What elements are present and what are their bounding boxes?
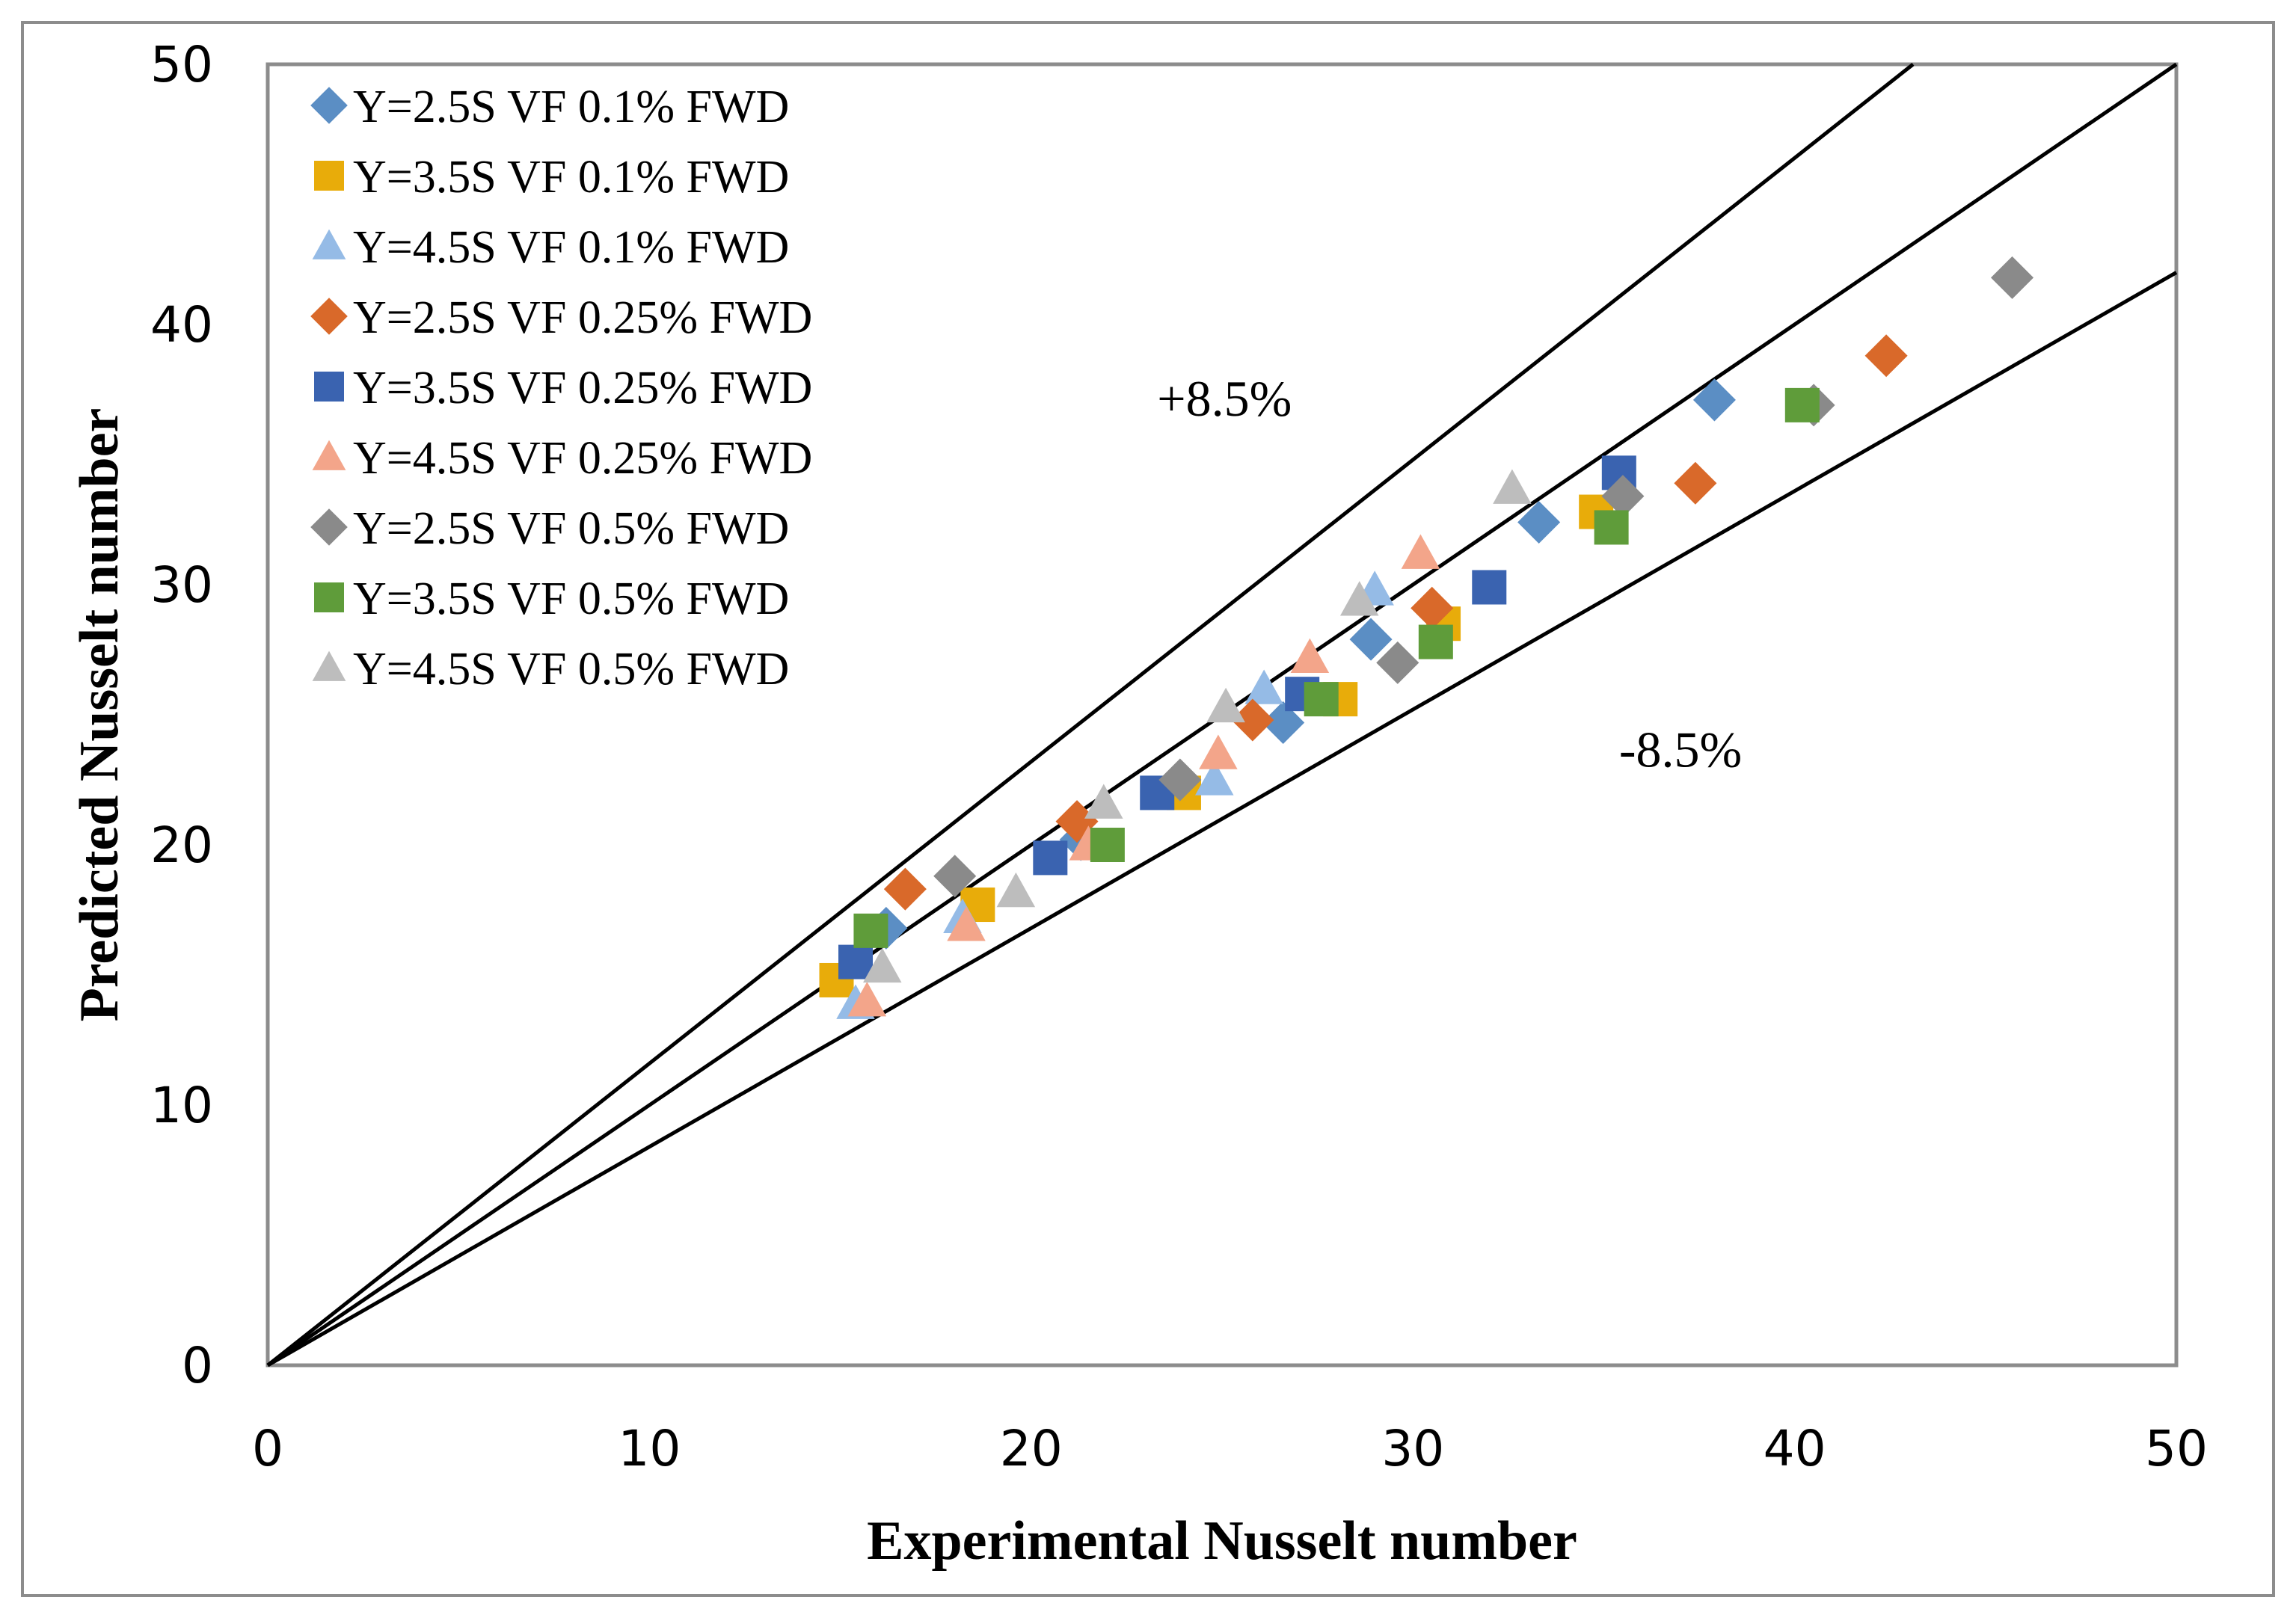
data-point-s8-p0 bbox=[862, 947, 902, 983]
data-point-s5-p1 bbox=[947, 906, 986, 941]
legend-label: Y=2.5S VF 0.1% FWD bbox=[353, 81, 789, 132]
x-tick-label: 10 bbox=[618, 1420, 681, 1477]
legend-marker-8 bbox=[312, 650, 346, 681]
data-point-s7-p4 bbox=[1594, 510, 1629, 545]
data-point-s5-p3 bbox=[1199, 734, 1238, 769]
legend-marker-4 bbox=[314, 372, 344, 402]
data-point-s7-p2 bbox=[1304, 682, 1339, 717]
legend-marker-7 bbox=[314, 582, 344, 612]
legend-label: Y=2.5S VF 0.5% FWD bbox=[353, 503, 789, 554]
x-tick-label: 20 bbox=[1000, 1420, 1063, 1477]
legend-marker-5 bbox=[312, 440, 346, 470]
legend-marker-3 bbox=[310, 298, 348, 335]
data-point-s8-p1 bbox=[996, 872, 1036, 908]
data-point-s8-p4 bbox=[1339, 581, 1379, 616]
data-point-s7-p1 bbox=[1090, 828, 1125, 862]
data-point-s6-p2 bbox=[1376, 641, 1419, 684]
y-tick-label: 0 bbox=[182, 1337, 213, 1394]
y-tick-label: 30 bbox=[150, 556, 213, 614]
data-point-s0-p3 bbox=[1349, 618, 1393, 661]
data-point-s4-p1 bbox=[1033, 840, 1068, 876]
legend-marker-2 bbox=[312, 229, 346, 259]
data-point-s5-p4 bbox=[1290, 638, 1330, 674]
line-annotations: +8.5% -8.5% bbox=[1157, 370, 1742, 778]
data-point-s6-p5 bbox=[1991, 256, 2034, 299]
x-tick-label: 50 bbox=[2145, 1420, 2208, 1477]
reference-line-0 bbox=[266, 63, 1915, 1367]
data-points bbox=[819, 256, 2034, 1019]
data-point-s3-p2 bbox=[1231, 698, 1274, 742]
axis-ticks: 0 10 20 30 40 50 0 10 20 30 40 50 bbox=[150, 36, 2208, 1477]
legend-label: Y=3.5S VF 0.5% FWD bbox=[353, 573, 789, 624]
legend-label: Y=4.5S VF 0.5% FWD bbox=[353, 644, 789, 695]
data-point-s7-p0 bbox=[853, 913, 888, 948]
data-point-s8-p2 bbox=[1084, 784, 1123, 819]
data-point-s7-p5 bbox=[1784, 387, 1820, 422]
data-point-s2-p2 bbox=[1195, 760, 1234, 796]
data-point-s6-p1 bbox=[1158, 758, 1202, 802]
y-tick-label: 50 bbox=[150, 36, 213, 93]
data-point-s8-p5 bbox=[1493, 469, 1532, 504]
x-axis-title: Experimental Nusselt number bbox=[867, 1510, 1577, 1572]
data-point-s6-p0 bbox=[933, 855, 977, 898]
x-tick-label: 0 bbox=[252, 1420, 283, 1477]
data-point-s8-p3 bbox=[1206, 687, 1245, 723]
data-point-s4-p4 bbox=[1472, 570, 1507, 605]
y-tick-label: 40 bbox=[150, 296, 213, 354]
data-point-s3-p3 bbox=[1411, 586, 1454, 630]
legend-marker-1 bbox=[314, 161, 344, 191]
data-point-s0-p5 bbox=[1692, 378, 1736, 422]
data-point-s2-p3 bbox=[1244, 669, 1283, 704]
data-point-s6-p3 bbox=[1601, 475, 1645, 518]
legend-label: Y=4.5S VF 0.1% FWD bbox=[353, 222, 789, 273]
legend-marker-0 bbox=[310, 87, 348, 124]
data-point-s4-p0 bbox=[838, 944, 874, 979]
data-point-s0-p2 bbox=[1262, 701, 1305, 744]
x-tick-label: 40 bbox=[1764, 1420, 1826, 1477]
y-tick-label: 10 bbox=[150, 1077, 213, 1134]
data-point-s7-p3 bbox=[1418, 624, 1453, 659]
y-tick-label: 20 bbox=[150, 816, 213, 874]
data-point-s5-p0 bbox=[847, 982, 887, 1017]
legend-label: Y=3.5S VF 0.1% FWD bbox=[353, 152, 789, 203]
legend-marker-6 bbox=[310, 508, 348, 546]
y-axis-title: Predicted Nusselt number bbox=[69, 408, 130, 1022]
data-point-s0-p4 bbox=[1517, 500, 1561, 544]
line-annotation-label: +8.5% bbox=[1157, 370, 1292, 427]
data-point-s3-p4 bbox=[1674, 461, 1717, 505]
reference-line-2 bbox=[266, 271, 2178, 1368]
legend: Y=2.5S VF 0.1% FWD Y=3.5S VF 0.1% FWD Y=4.… bbox=[310, 81, 812, 695]
legend-label: Y=4.5S VF 0.25% FWD bbox=[353, 433, 812, 484]
x-tick-label: 30 bbox=[1381, 1420, 1444, 1477]
legend-label: Y=3.5S VF 0.25% FWD bbox=[353, 363, 812, 413]
legend-label: Y=2.5S VF 0.25% FWD bbox=[353, 292, 812, 343]
data-point-s3-p5 bbox=[1864, 334, 1908, 378]
line-annotation-label: -8.5% bbox=[1619, 722, 1742, 778]
data-point-s3-p0 bbox=[883, 867, 927, 911]
data-point-s5-p5 bbox=[1401, 534, 1440, 569]
